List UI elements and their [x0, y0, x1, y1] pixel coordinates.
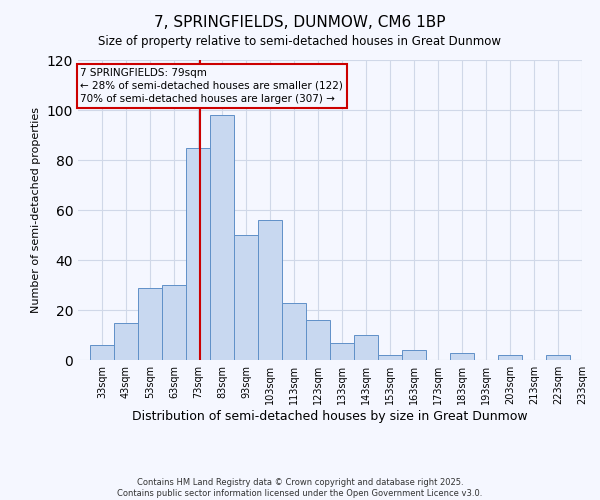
- Text: 7 SPRINGFIELDS: 79sqm
← 28% of semi-detached houses are smaller (122)
70% of sem: 7 SPRINGFIELDS: 79sqm ← 28% of semi-deta…: [80, 68, 343, 104]
- Bar: [186, 148, 210, 360]
- Text: 7, SPRINGFIELDS, DUNMOW, CM6 1BP: 7, SPRINGFIELDS, DUNMOW, CM6 1BP: [154, 15, 446, 30]
- Bar: [138, 288, 162, 360]
- Y-axis label: Number of semi-detached properties: Number of semi-detached properties: [31, 107, 41, 313]
- Bar: [90, 345, 114, 360]
- Bar: [450, 352, 474, 360]
- Bar: [162, 285, 186, 360]
- Bar: [402, 350, 426, 360]
- Bar: [282, 302, 306, 360]
- Bar: [378, 355, 402, 360]
- Bar: [330, 342, 354, 360]
- Bar: [210, 115, 234, 360]
- X-axis label: Distribution of semi-detached houses by size in Great Dunmow: Distribution of semi-detached houses by …: [132, 410, 528, 423]
- Bar: [258, 220, 282, 360]
- Text: Contains HM Land Registry data © Crown copyright and database right 2025.
Contai: Contains HM Land Registry data © Crown c…: [118, 478, 482, 498]
- Bar: [498, 355, 522, 360]
- Bar: [234, 235, 258, 360]
- Bar: [306, 320, 330, 360]
- Bar: [354, 335, 378, 360]
- Bar: [546, 355, 570, 360]
- Text: Size of property relative to semi-detached houses in Great Dunmow: Size of property relative to semi-detach…: [98, 35, 502, 48]
- Bar: [114, 322, 138, 360]
